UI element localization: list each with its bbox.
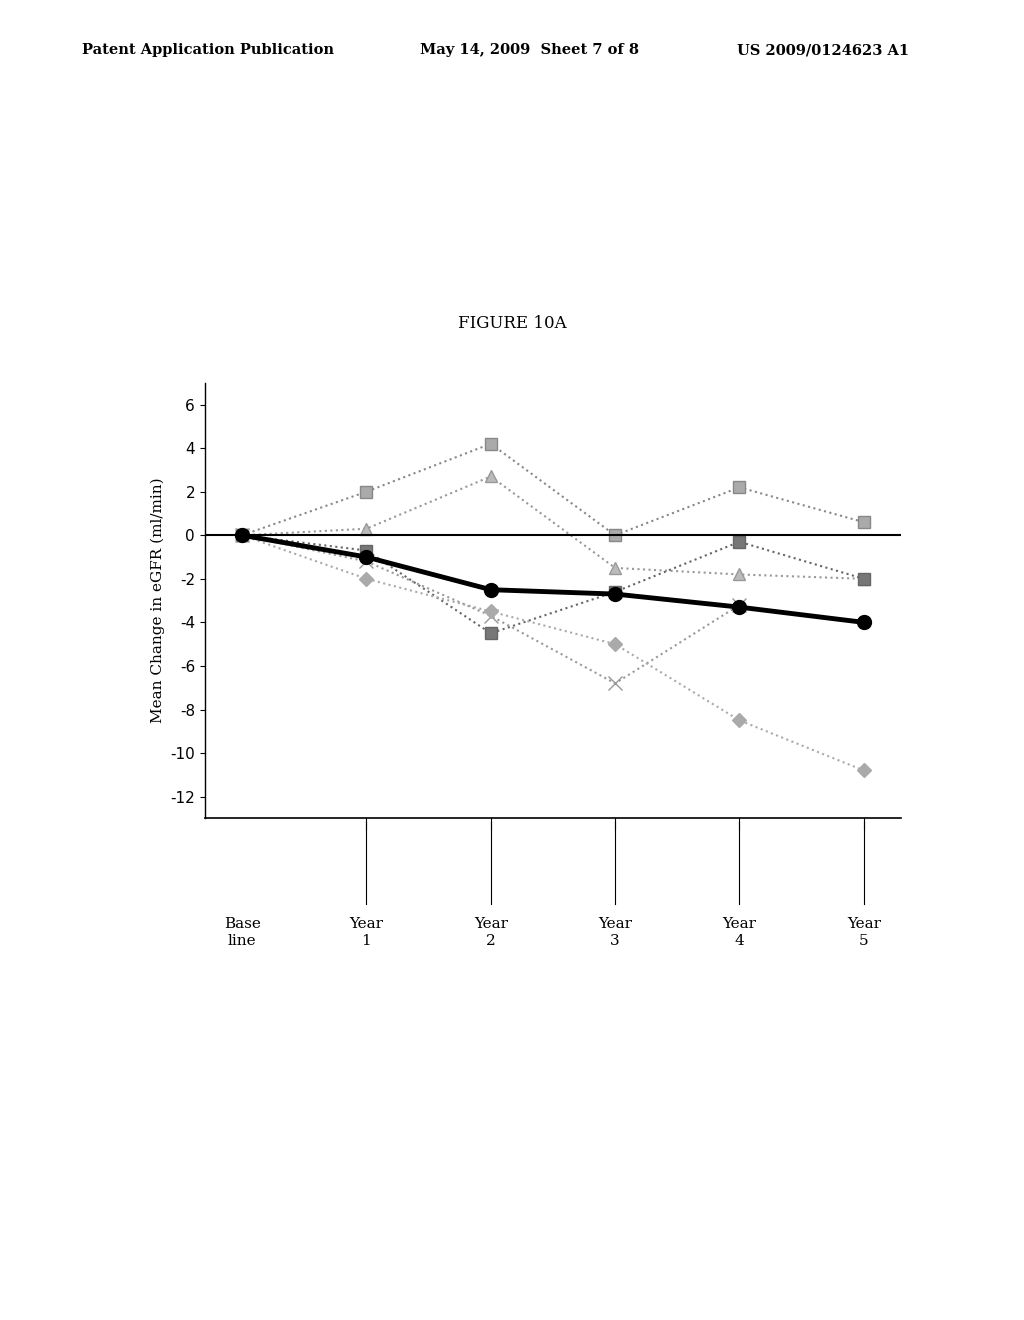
Y-axis label: Mean Change in eGFR (ml/min): Mean Change in eGFR (ml/min) [151,478,165,723]
Text: Base
line: Base line [223,917,260,948]
Text: US 2009/0124623 A1: US 2009/0124623 A1 [737,44,909,57]
Text: FIGURE 10A: FIGURE 10A [458,315,566,331]
Text: Year
2: Year 2 [474,917,508,948]
Text: May 14, 2009  Sheet 7 of 8: May 14, 2009 Sheet 7 of 8 [420,44,639,57]
Text: Year
5: Year 5 [847,917,881,948]
Text: Year
3: Year 3 [598,917,632,948]
Text: Year
1: Year 1 [349,917,383,948]
Text: Year
4: Year 4 [723,917,757,948]
Text: Patent Application Publication: Patent Application Publication [82,44,334,57]
